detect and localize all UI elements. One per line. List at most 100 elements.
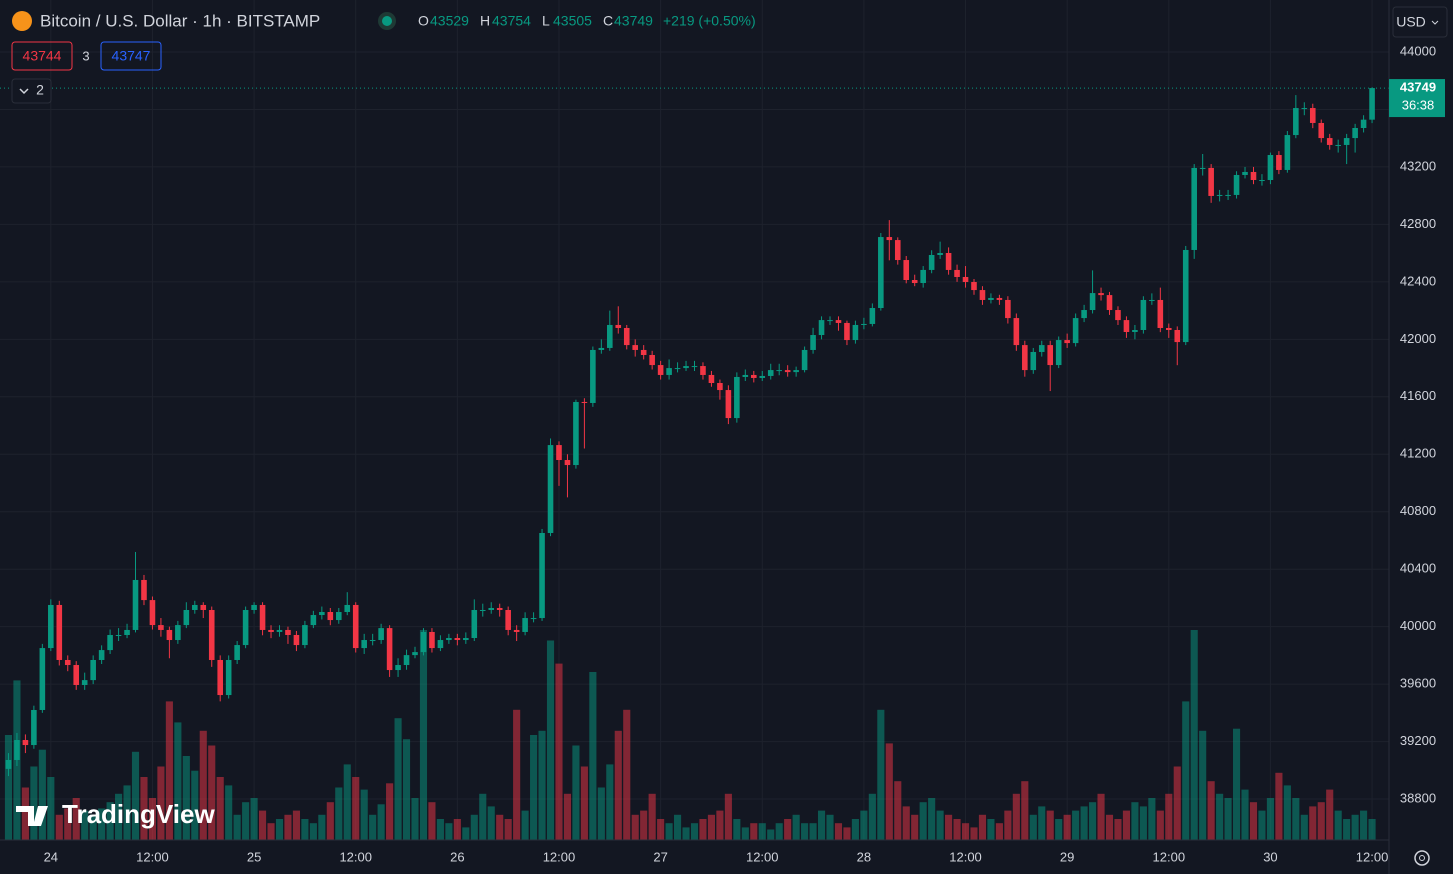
indicator-count[interactable]: 2 bbox=[36, 82, 44, 98]
candle-body bbox=[1301, 108, 1308, 110]
volume-bar bbox=[301, 819, 309, 840]
candle-body bbox=[412, 652, 418, 656]
volume-bar bbox=[1072, 810, 1080, 840]
candle-body bbox=[488, 607, 495, 610]
volume-bar bbox=[165, 701, 173, 840]
candle-body bbox=[31, 709, 37, 746]
chart-title[interactable]: Bitcoin / U.S. Dollar · 1h · BITSTAMP bbox=[40, 11, 320, 30]
y-tick-label: 40000 bbox=[1400, 618, 1436, 633]
volume-bar bbox=[1165, 793, 1173, 840]
y-tick-label: 41200 bbox=[1400, 446, 1436, 461]
volume-bar bbox=[784, 819, 792, 840]
volume-bar bbox=[674, 814, 682, 840]
candle-body bbox=[1182, 249, 1189, 343]
volume-bar bbox=[741, 827, 749, 840]
indicators-toggle[interactable] bbox=[11, 78, 52, 104]
settings-icon[interactable] bbox=[1414, 850, 1430, 866]
candle-body bbox=[717, 383, 723, 391]
volume-bar bbox=[775, 823, 783, 840]
volume-bar bbox=[394, 718, 402, 840]
candle-body bbox=[573, 401, 579, 466]
volume-bar bbox=[377, 804, 385, 840]
candle-body bbox=[107, 634, 113, 651]
volume-bar bbox=[724, 793, 732, 840]
chevron-icon bbox=[19, 88, 29, 95]
candle-body bbox=[225, 659, 232, 696]
countdown: 36:38 bbox=[1402, 98, 1435, 113]
volume-bar bbox=[1105, 814, 1114, 840]
volume-bar bbox=[1258, 810, 1266, 840]
candle-body bbox=[1174, 329, 1181, 343]
candle-body bbox=[928, 255, 935, 270]
candle-body bbox=[48, 604, 54, 649]
candle-body bbox=[894, 240, 901, 261]
volume-bar bbox=[369, 814, 377, 840]
volume-bar bbox=[1232, 728, 1241, 840]
volume-bar bbox=[1089, 802, 1097, 840]
candle-body bbox=[1149, 299, 1155, 301]
candle-body bbox=[268, 629, 274, 632]
sell-price[interactable]: 43744 bbox=[23, 48, 62, 64]
volume-bar bbox=[851, 819, 859, 840]
buy-button[interactable] bbox=[100, 41, 162, 71]
volume-bar bbox=[716, 810, 724, 840]
x-tick-label: 30 bbox=[1263, 849, 1277, 864]
candle-body bbox=[1157, 299, 1164, 328]
candle-body bbox=[471, 609, 478, 639]
volume-bar bbox=[487, 806, 495, 840]
volume-bar bbox=[648, 793, 656, 840]
volume-bar bbox=[174, 722, 182, 840]
candle-body bbox=[861, 323, 867, 325]
volume-bar bbox=[1063, 814, 1071, 840]
candle-body bbox=[81, 680, 88, 685]
volume-bar bbox=[275, 819, 284, 840]
candle-body bbox=[1352, 128, 1358, 139]
candle-body bbox=[1250, 171, 1257, 181]
currency[interactable]: USD bbox=[1396, 14, 1426, 30]
sell-button[interactable] bbox=[11, 41, 73, 71]
volume-bar bbox=[140, 777, 148, 840]
candle-body bbox=[39, 648, 46, 710]
volume-bar bbox=[309, 823, 317, 840]
candle-body bbox=[1360, 119, 1367, 129]
candle-body bbox=[1123, 320, 1130, 333]
y-tick-label: 44000 bbox=[1400, 43, 1436, 58]
candle-body bbox=[310, 615, 317, 626]
candle-body bbox=[1318, 122, 1325, 139]
currency-button[interactable] bbox=[1392, 6, 1448, 38]
x-tick-label: 12:00 bbox=[746, 849, 779, 864]
candle-body bbox=[1343, 138, 1350, 145]
volume-bar bbox=[758, 823, 766, 840]
candle-body bbox=[615, 324, 622, 328]
candle-body bbox=[64, 659, 71, 666]
volume-bar bbox=[733, 819, 741, 840]
volume-bar bbox=[513, 709, 521, 840]
volume-bar bbox=[1266, 798, 1274, 840]
candle-body bbox=[607, 324, 613, 348]
volume-bar bbox=[690, 823, 699, 840]
volume-bar bbox=[707, 814, 715, 840]
candle-body bbox=[1259, 180, 1265, 182]
volume-bar bbox=[978, 814, 987, 840]
volume-bar bbox=[1131, 802, 1139, 840]
volume-bar bbox=[115, 793, 123, 840]
candle-body bbox=[1106, 295, 1113, 311]
candle-body bbox=[835, 320, 842, 323]
y-tick-label: 40400 bbox=[1400, 561, 1436, 576]
buy-price[interactable]: 43747 bbox=[112, 48, 151, 64]
candle-body bbox=[818, 320, 825, 336]
candle-body bbox=[708, 374, 715, 384]
chevron-icon bbox=[1431, 20, 1439, 25]
candle-body bbox=[1199, 167, 1206, 169]
candle-body bbox=[420, 631, 427, 653]
volume-bar bbox=[208, 745, 216, 840]
volume-bar bbox=[4, 735, 13, 840]
volume-bar bbox=[530, 735, 538, 840]
candle-body bbox=[700, 366, 706, 375]
y-tick-label: 43200 bbox=[1400, 158, 1436, 173]
candle-body bbox=[259, 604, 266, 630]
volume-bar bbox=[445, 823, 453, 840]
y-tick-label: 42400 bbox=[1400, 273, 1436, 288]
volume-bar bbox=[157, 766, 165, 840]
candle-body bbox=[649, 354, 655, 366]
